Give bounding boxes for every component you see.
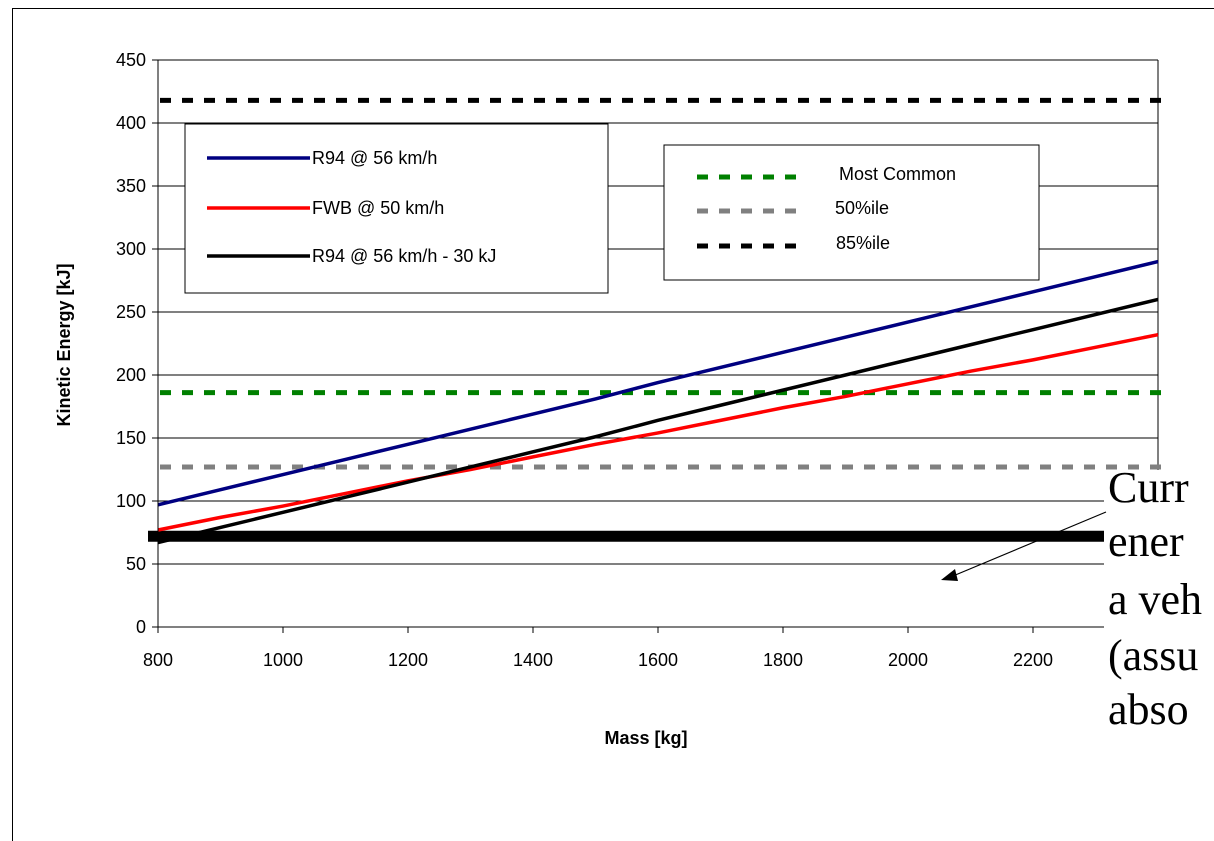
- legend-label: FWB @ 50 km/h: [312, 198, 444, 218]
- x-tick-label: 800: [143, 650, 173, 670]
- y-tick-label: 150: [116, 428, 146, 448]
- y-tick-label: 0: [136, 617, 146, 637]
- x-tick-label: 1400: [513, 650, 553, 670]
- legend-label: R94 @ 56 km/h - 30 kJ: [312, 246, 496, 266]
- x-tick-label: 1200: [388, 650, 428, 670]
- callout-text-line: a veh: [1108, 575, 1202, 624]
- x-tick-label: 1600: [638, 650, 678, 670]
- y-tick-label: 400: [116, 113, 146, 133]
- callout-arrowhead: [941, 569, 958, 581]
- x-tick-label: 2200: [1013, 650, 1053, 670]
- callout-text-line: (assu: [1108, 631, 1198, 680]
- chart-frame: [12, 8, 1214, 841]
- legend-label: R94 @ 56 km/h: [312, 148, 437, 168]
- legends: R94 @ 56 km/h FWB @ 50 km/h R94 @ 56 km/h …: [184, 123, 1040, 294]
- y-tick-label: 50: [126, 554, 146, 574]
- x-tick-label: 2000: [888, 650, 928, 670]
- grid: [158, 59, 1159, 627]
- annotation: Curr ener a veh (assu abso: [941, 463, 1214, 800]
- y-tick-label: 300: [116, 239, 146, 259]
- y-tick-label: 100: [116, 491, 146, 511]
- legend-label: 85%ile: [836, 233, 890, 253]
- reference-lines: [148, 97, 1162, 542]
- series-line: [157, 332, 1159, 532]
- legend-label: 50%ile: [835, 198, 889, 218]
- series-line: [157, 297, 1159, 545]
- callout-text-line: Curr: [1108, 463, 1189, 512]
- axes: 0 50 100 150 200 250 300 350 400 450 800 1000 1200 14…: [54, 50, 1168, 748]
- x-axis-title: Mass [kg]: [604, 728, 687, 748]
- callout-text-line: ener: [1108, 517, 1184, 566]
- series-lines: [157, 259, 1159, 545]
- series-line: [157, 259, 1159, 507]
- y-axis-title: Kinetic Energy [kJ]: [54, 263, 74, 426]
- legend-label: Most Common: [839, 164, 956, 184]
- y-tick-label: 250: [116, 302, 146, 322]
- callout-text-line: abso: [1108, 685, 1189, 734]
- x-tick-label: 1800: [763, 650, 803, 670]
- callout-arrow: [952, 511, 1107, 577]
- x-tick-label: 1000: [263, 650, 303, 670]
- y-tick-label: 200: [116, 365, 146, 385]
- y-tick-label: 450: [116, 50, 146, 70]
- y-tick-label: 350: [116, 176, 146, 196]
- callout-background: [1104, 470, 1214, 800]
